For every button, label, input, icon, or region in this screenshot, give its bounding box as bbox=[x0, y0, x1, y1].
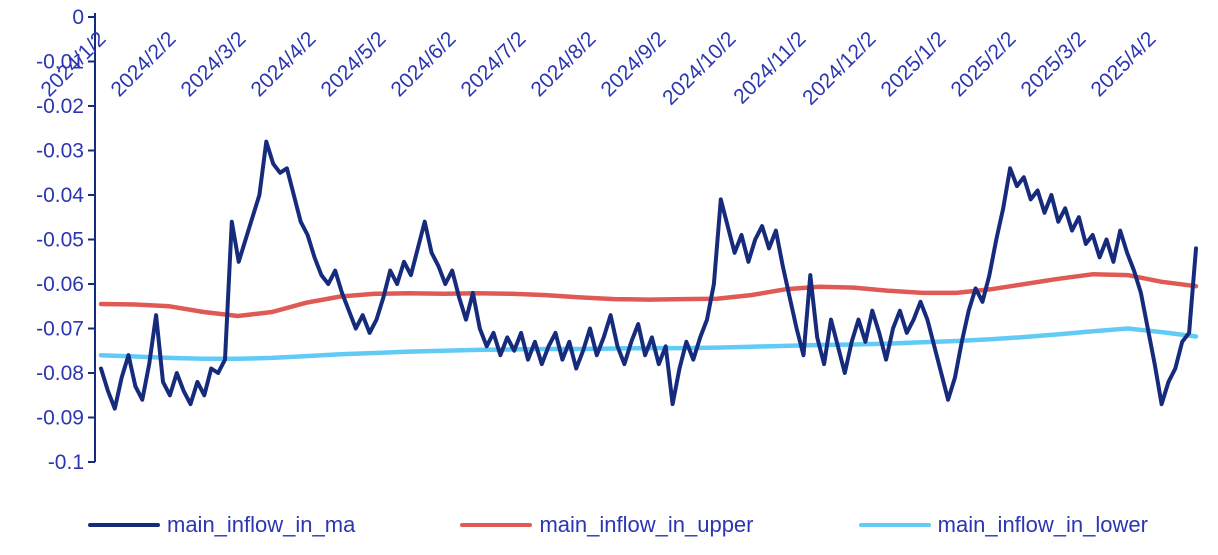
y-tick-label: -0.1 bbox=[48, 451, 84, 474]
series-line-main_inflow_in_upper bbox=[98, 271, 1199, 319]
x-tick-label: 2024/3/2 bbox=[176, 27, 250, 101]
y-tick-label: -0.07 bbox=[36, 318, 84, 341]
x-tick-label: 2024/10/2 bbox=[658, 27, 740, 109]
x-tick-label: 2024/7/2 bbox=[456, 27, 530, 101]
legend-item-main-inflow-in-ma: main_inflow_in_ma bbox=[88, 512, 355, 538]
x-tick-label: 2025/3/2 bbox=[1016, 27, 1090, 101]
x-tick-label: 2024/5/2 bbox=[316, 27, 390, 101]
x-tick-label: 2025/4/2 bbox=[1086, 27, 1160, 101]
legend-item-main-inflow-in-lower: main_inflow_in_lower bbox=[858, 512, 1148, 538]
legend-line-swatch-lower bbox=[858, 522, 931, 528]
x-tick-label: 2024/9/2 bbox=[596, 27, 670, 101]
y-tick-label: -0.04 bbox=[36, 184, 84, 207]
y-tick-label: -0.09 bbox=[36, 407, 84, 430]
legend-line-swatch-ma bbox=[88, 523, 160, 527]
y-tick-label: 0 bbox=[72, 6, 84, 29]
x-tick-label: 2025/1/2 bbox=[876, 27, 950, 101]
legend-item-main-inflow-in-upper: main_inflow_in_upper bbox=[460, 512, 754, 538]
x-tick-label: 2024/2/2 bbox=[106, 27, 180, 101]
y-tick-label: -0.05 bbox=[36, 229, 84, 252]
y-tick-label: -0.03 bbox=[36, 140, 84, 163]
x-tick-label: 2024/4/2 bbox=[246, 27, 320, 101]
x-tick-label: 2024/8/2 bbox=[526, 27, 600, 101]
legend-label-upper: main_inflow_in_upper bbox=[539, 512, 754, 537]
legend-line-swatch-upper bbox=[460, 522, 533, 528]
line-chart-canvas: 0 -0.01 -0.02 -0.03 -0.04 -0.05 -0.06 -0.07 -0.0… bbox=[36, 6, 1199, 474]
x-tick-label: 2025/2/2 bbox=[946, 27, 1020, 101]
legend-label-ma: main_inflow_in_ma bbox=[167, 512, 356, 537]
y-tick-label: -0.02 bbox=[36, 95, 84, 118]
y-tick-label: -0.08 bbox=[36, 362, 84, 385]
legend-label-lower: main_inflow_in_lower bbox=[937, 512, 1148, 537]
series-line-main_inflow_in_ma bbox=[99, 139, 1198, 411]
x-tick-label: 2024/11/2 bbox=[729, 27, 810, 108]
x-tick-label: 2024/12/2 bbox=[798, 27, 880, 109]
y-tick-label: -0.01 bbox=[36, 51, 84, 74]
x-tick-label: 2024/6/2 bbox=[386, 27, 460, 101]
y-tick-label: -0.06 bbox=[36, 273, 84, 296]
chart-legend: main_inflow_in_ma main_inflow_in_upper m… bbox=[0, 512, 1218, 538]
